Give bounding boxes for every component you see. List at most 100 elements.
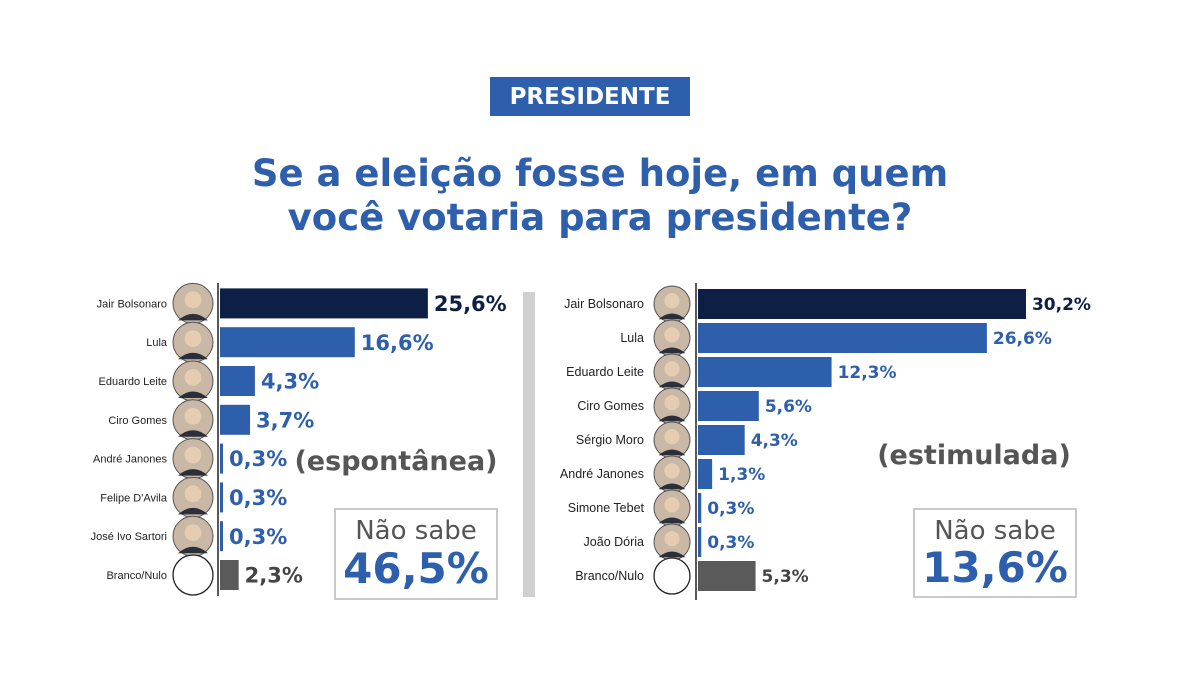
avatar-jair-bolsonaro bbox=[653, 285, 691, 323]
value-label: 30,2% bbox=[1032, 295, 1091, 315]
candidate-label: Eduardo Leite bbox=[99, 376, 168, 388]
avatar-shoulders bbox=[658, 381, 686, 388]
avatar-ciro-gomes bbox=[172, 399, 214, 441]
bar-joao-doria bbox=[698, 527, 702, 557]
avatar-shoulders bbox=[178, 507, 208, 515]
chart-espontanea: Jair Bolsonaro 25,6% Lula 16,6% Eduardo Leit… bbox=[91, 282, 507, 596]
nao-sabe-box-estimulada: Não sabe 13,6% bbox=[913, 508, 1077, 598]
value-label: 0,3% bbox=[229, 525, 287, 549]
candidate-label: André Janones bbox=[93, 454, 167, 466]
avatar-shoulders bbox=[178, 313, 208, 321]
bar-ciro-gomes bbox=[698, 391, 759, 421]
avatar-lula bbox=[653, 319, 691, 357]
value-label: 4,3% bbox=[261, 370, 319, 394]
bar-andre-janones bbox=[698, 459, 713, 489]
candidate-label: Branco/Nulo bbox=[106, 570, 167, 582]
avatar-jair-bolsonaro bbox=[172, 282, 214, 324]
avatar-head bbox=[664, 395, 680, 411]
candidate-label: José Ivo Sartori bbox=[91, 531, 167, 543]
value-label: 12,3% bbox=[838, 363, 897, 383]
value-label: 2,3% bbox=[245, 564, 303, 588]
value-label: 4,3% bbox=[751, 431, 798, 451]
nao-sabe-value: 46,5% bbox=[343, 544, 489, 593]
avatar-head bbox=[184, 485, 202, 503]
bar-ciro-gomes bbox=[220, 404, 251, 435]
chart-divider bbox=[523, 292, 535, 597]
avatar-sergio-moro bbox=[653, 421, 691, 459]
nao-sabe-value: 13,6% bbox=[922, 543, 1068, 592]
avatar-lula bbox=[172, 321, 214, 363]
value-label: 3,7% bbox=[256, 408, 314, 432]
candidate-label: Lula bbox=[146, 337, 168, 349]
avatar-head bbox=[184, 291, 202, 309]
avatar-head bbox=[664, 327, 680, 343]
chart-subtitle: (estimulada) bbox=[877, 440, 1071, 471]
avatar-shoulders bbox=[658, 551, 686, 558]
nao-sabe-label: Não sabe bbox=[355, 516, 477, 546]
avatar-shoulders bbox=[178, 391, 208, 398]
bar-jair-bolsonaro bbox=[698, 289, 1026, 319]
candidate-label: André Janones bbox=[560, 467, 644, 481]
value-label: 0,3% bbox=[229, 447, 287, 471]
candidate-label: Ciro Gomes bbox=[108, 415, 167, 427]
avatar-shoulders bbox=[178, 430, 208, 437]
chart-estimulada: Jair Bolsonaro 30,2% Lula 26,6% Eduardo Leit… bbox=[560, 283, 1091, 600]
avatar-felipe-d-avila bbox=[172, 476, 214, 518]
value-label: 1,3% bbox=[718, 465, 765, 485]
avatar-shoulders bbox=[658, 313, 686, 320]
avatar-head bbox=[184, 330, 202, 347]
bar-simone-tebet bbox=[698, 493, 702, 523]
chart-title: Se a eleição fosse hoje, em quem você vo… bbox=[0, 152, 1200, 240]
avatar-shoulders bbox=[658, 415, 686, 422]
avatar-head bbox=[184, 446, 202, 464]
candidate-label: Jair Bolsonaro bbox=[564, 297, 644, 311]
avatar-head bbox=[664, 361, 680, 377]
avatar-head bbox=[664, 497, 680, 513]
avatar-shoulders bbox=[178, 352, 208, 360]
bar-jair-bolsonaro bbox=[220, 288, 428, 319]
value-label: 26,6% bbox=[993, 329, 1052, 349]
candidate-label: Ciro Gomes bbox=[577, 399, 644, 413]
avatar-shoulders bbox=[178, 469, 208, 476]
avatar-andre-janones bbox=[172, 438, 214, 480]
value-label: 16,6% bbox=[361, 331, 434, 355]
chart-subtitle: (espontânea) bbox=[294, 446, 497, 477]
avatar-shoulders bbox=[178, 546, 208, 554]
section-badge: PRESIDENTE bbox=[490, 77, 690, 116]
avatar-shoulders bbox=[658, 483, 686, 490]
candidate-label: Simone Tebet bbox=[568, 501, 645, 515]
bar-lula bbox=[698, 323, 987, 353]
candidate-label: Jair Bolsonaro bbox=[97, 298, 167, 310]
avatar-blank bbox=[172, 554, 214, 596]
candidate-label: Eduardo Leite bbox=[566, 365, 644, 379]
candidate-label: Lula bbox=[620, 331, 644, 345]
avatar-head bbox=[664, 531, 680, 547]
avatar-head bbox=[664, 463, 680, 479]
avatar-head bbox=[184, 407, 202, 425]
avatar-ciro-gomes bbox=[653, 387, 691, 425]
avatar-shoulders bbox=[658, 517, 686, 524]
title-line-2: você votaria para presidente? bbox=[287, 196, 913, 239]
value-label: 0,3% bbox=[707, 499, 754, 519]
avatar-eduardo-leite bbox=[653, 353, 691, 391]
bar-eduardo-leite bbox=[698, 357, 832, 387]
bar-jose-ivo-sartori bbox=[220, 521, 223, 552]
value-label: 0,3% bbox=[707, 533, 754, 553]
bar-branco-nulo bbox=[698, 561, 756, 591]
bar-lula bbox=[220, 327, 355, 358]
bar-eduardo-leite bbox=[220, 366, 255, 396]
bar-andre-janones bbox=[220, 443, 223, 474]
value-label: 5,3% bbox=[762, 567, 809, 587]
avatar-jose-ivo-sartori bbox=[172, 515, 214, 557]
candidate-label: João Dória bbox=[584, 535, 644, 549]
bar-felipe-d-avila bbox=[220, 482, 223, 513]
avatar-eduardo-leite bbox=[172, 360, 214, 402]
avatar-blank bbox=[653, 557, 691, 595]
bar-sergio-moro bbox=[698, 425, 745, 455]
bar-branco-nulo bbox=[220, 560, 239, 590]
avatar-simone-tebet bbox=[653, 489, 691, 527]
avatar-joao-doria bbox=[653, 523, 691, 561]
avatar-head bbox=[664, 293, 680, 309]
nao-sabe-box-espontanea: Não sabe 46,5% bbox=[334, 508, 498, 600]
value-label: 5,6% bbox=[765, 397, 812, 417]
